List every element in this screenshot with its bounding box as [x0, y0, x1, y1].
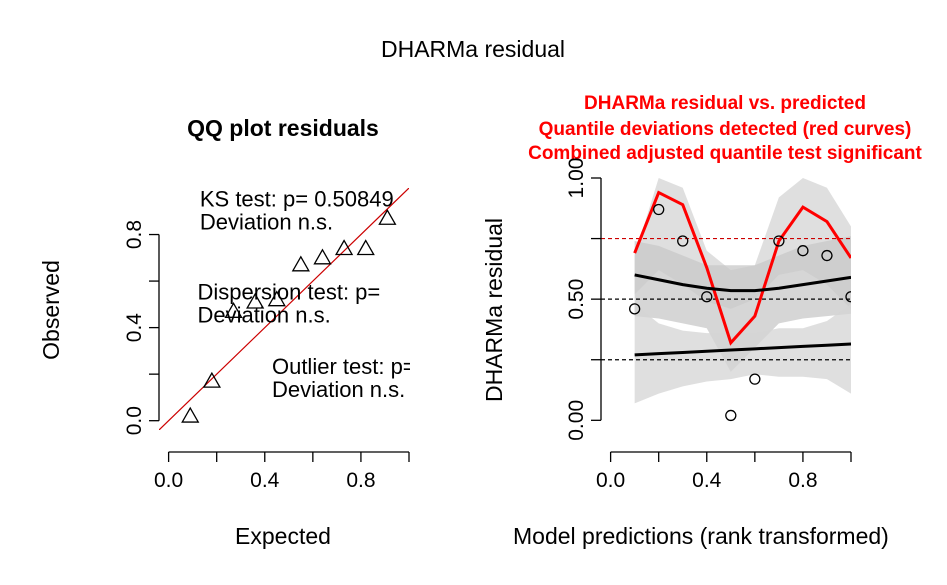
qq-point-marker	[334, 239, 354, 256]
qq-point-marker	[224, 302, 243, 318]
qq-annotation-line1: Dispersion test: p=	[197, 280, 380, 305]
rp-lower-band	[634, 304, 851, 404]
rp-x-axis-label: Model predictions (rank transformed)	[513, 523, 889, 549]
rp-median-band	[634, 236, 851, 372]
rp-point-marker	[653, 203, 665, 216]
rp-point-marker	[821, 249, 833, 262]
rp-point-marker	[797, 245, 809, 257]
qq-reference-line	[159, 188, 409, 430]
qq-x-axis-label: Expected	[235, 523, 331, 549]
rp-x-tick-label: 0.8	[788, 469, 817, 492]
qq-y-tick-label: 0.4	[123, 313, 146, 343]
rp-median-quantile-line	[634, 273, 851, 293]
rp-x-tick-label: 0.4	[692, 469, 722, 492]
rp-point-marker	[701, 291, 713, 303]
qq-plot-panel: QQ plot residuals 0.0 0.4 0.8 0.0 0.4 0.8 KS …	[38, 115, 416, 549]
rp-point-marker	[749, 373, 761, 385]
qq-point-marker	[246, 292, 265, 309]
rp-title-line-3: Combined adjusted quantile test signific…	[528, 143, 922, 164]
qq-point-marker	[291, 255, 310, 272]
qq-x-tick-label: 0.8	[346, 469, 375, 492]
rp-point-marker	[677, 235, 689, 247]
rp-lower-quantile-line	[634, 342, 851, 357]
figure-title: DHARMa residual	[381, 36, 565, 62]
rp-upper-quantile-line	[633, 190, 851, 346]
rp-y-axis-label: DHARMa residual	[481, 218, 507, 402]
qq-point-marker	[202, 371, 222, 388]
qq-y-axis-label: Observed	[38, 260, 64, 360]
qq-annotation-line2: Deviation n.s.	[197, 303, 330, 328]
rp-point-marker	[845, 291, 851, 303]
qq-annotation-line2: Deviation n.s.	[272, 377, 405, 402]
rp-y-tick-label: 1.00	[565, 158, 588, 199]
qq-y-tick-label: 0.8	[123, 220, 146, 249]
qq-point-marker	[356, 239, 375, 256]
rp-point-marker	[725, 409, 737, 422]
qq-y-tick-label: 0.0	[123, 406, 146, 435]
rp-title-line-2: Quantile deviations detected (red curves…	[539, 119, 912, 140]
qq-annotation-line1: Outlier test: p=	[272, 354, 416, 379]
qq-x-tick-label: 0.4	[250, 469, 280, 492]
rp-point-marker	[773, 235, 785, 247]
qq-point-marker	[181, 406, 200, 423]
rp-title-line-1: DHARMa residual vs. predicted	[584, 93, 866, 114]
residual-vs-predicted-panel: DHARMa residual vs. predicted Quantile d…	[481, 93, 923, 549]
rp-y-tick-label: 0.50	[565, 279, 588, 320]
qq-x-tick-label: 0.0	[154, 469, 183, 492]
qq-point-marker	[313, 248, 332, 265]
qq-plot-title: QQ plot residuals	[187, 115, 379, 141]
rp-x-tick-label: 0.0	[596, 469, 625, 492]
qq-annotation-line2: Deviation n.s.	[200, 210, 333, 235]
rp-y-tick-label: 0.00	[565, 400, 588, 441]
qq-point-marker	[267, 290, 286, 307]
qq-point-marker	[378, 208, 397, 225]
qq-annotation-line1: KS test: p= 0.50849	[200, 187, 394, 212]
rp-point-marker	[629, 303, 641, 315]
